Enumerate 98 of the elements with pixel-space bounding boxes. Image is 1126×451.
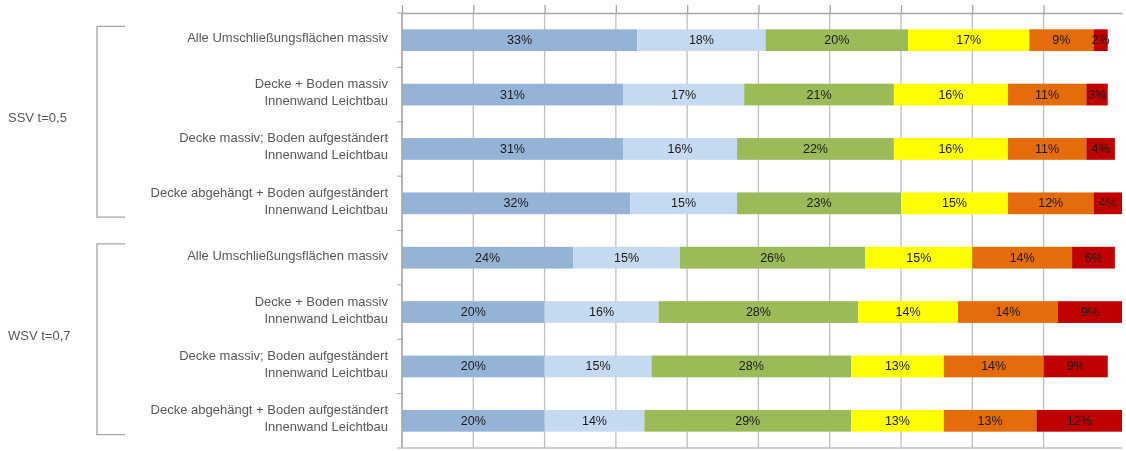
data-label: 20% [824, 33, 850, 48]
y-tick-label: Alle Umschließungsflächen massiv [187, 247, 389, 263]
data-label: 12% [1066, 413, 1092, 428]
y-tick-label: Decke + Boden massiv Innenwand Leichtbau [254, 293, 389, 326]
bar [1036, 409, 1122, 432]
bar [622, 138, 738, 160]
data-label: 9% [1066, 359, 1085, 374]
bar [544, 409, 645, 432]
y-tick-label: Decke abgehängt + Boden aufgeständert Innenwand Leichtbau [150, 401, 389, 434]
bar [402, 301, 545, 323]
bar [765, 29, 909, 52]
data-label: 22% [802, 141, 828, 156]
bar [744, 83, 894, 106]
data-label: 29% [735, 413, 761, 428]
data-label: 16% [938, 87, 964, 102]
bar [908, 29, 1030, 52]
bar [893, 83, 1008, 106]
text: WSV t=0,7 [8, 327, 71, 343]
bar [1007, 192, 1094, 215]
bar [544, 301, 659, 323]
data-label: 21% [806, 87, 832, 102]
bar [943, 409, 1037, 432]
data-label: 33% [507, 33, 533, 48]
data-label: 17% [956, 33, 982, 48]
data-label: 20% [460, 413, 486, 428]
bar [901, 192, 1008, 215]
y-tick-label: Decke abgehängt + Boden aufgeständert Innenwand Leichtbau [150, 184, 389, 217]
data-label: 14% [981, 359, 1007, 374]
data-label: 18% [688, 33, 714, 48]
data-label: 15% [906, 250, 932, 265]
data-label: 16% [589, 305, 615, 320]
y-tick-label: Alle Umschließungsflächen massiv [187, 29, 389, 45]
data-label: 11% [1035, 141, 1060, 156]
data-label: 4% [1098, 196, 1117, 211]
data-label: 15% [585, 359, 611, 374]
y-tick-label: Decke massiv; Boden aufgeständert Innenwand Leichtbau [179, 129, 389, 162]
data-label: 6% [1084, 250, 1103, 265]
bar [851, 409, 944, 432]
data-label: 23% [806, 196, 832, 211]
data-label: 3% [1088, 87, 1107, 102]
bar [1057, 301, 1122, 323]
bar [972, 246, 1073, 269]
bar [893, 138, 1008, 160]
data-label: 28% [745, 305, 771, 320]
bar [680, 246, 866, 269]
bar [858, 301, 959, 323]
bar [630, 192, 738, 215]
bar [737, 138, 894, 160]
bar [402, 83, 623, 106]
y-tick-label: Decke massiv; Boden aufgeständert Innenwand Leichtbau [179, 347, 389, 380]
data-label: 13% [884, 413, 910, 428]
data-label: 20% [460, 305, 486, 320]
bar [402, 246, 574, 269]
data-label: 14% [895, 305, 921, 320]
data-label: 31% [499, 87, 526, 102]
data-label: 28% [738, 359, 764, 374]
bar [402, 29, 638, 52]
bar [865, 246, 973, 269]
bar [402, 192, 631, 215]
data-label: 32% [503, 196, 529, 211]
bar [737, 192, 902, 215]
data-label: 15% [941, 196, 967, 211]
bar [622, 83, 745, 106]
bar [544, 355, 652, 378]
data-label: 15% [614, 250, 640, 265]
data-label: 13% [884, 359, 910, 374]
data-label: 12% [1038, 196, 1064, 211]
bar [402, 138, 623, 160]
data-label: 26% [760, 250, 786, 265]
bar [573, 246, 681, 269]
data-label: 17% [671, 87, 697, 102]
data-label: 16% [938, 141, 964, 156]
data-label: 13% [977, 413, 1003, 428]
y-tick-label: Decke + Boden massiv Innenwand Leichtbau [254, 75, 389, 108]
data-label: 9% [1052, 33, 1071, 48]
data-label: 16% [667, 141, 693, 156]
bar [651, 355, 852, 378]
text: SSV t=0,5 [8, 110, 67, 126]
bar [402, 409, 545, 432]
data-label: 14% [1009, 250, 1035, 265]
bar [958, 301, 1058, 323]
data-label: 14% [995, 305, 1021, 320]
data-label: 24% [475, 250, 501, 265]
data-label: 11% [1035, 87, 1060, 102]
bar [1007, 138, 1087, 160]
data-label: 20% [460, 359, 486, 374]
bar [644, 409, 852, 432]
bar [637, 29, 766, 52]
bar [1029, 29, 1094, 52]
bar [851, 355, 944, 378]
data-label: 4% [1091, 141, 1110, 156]
bar [943, 355, 1044, 378]
data-label: 9% [1080, 305, 1099, 320]
data-label: 31% [499, 141, 526, 156]
bar [658, 301, 859, 323]
bar [402, 355, 545, 378]
data-label: 15% [671, 196, 697, 211]
data-label: 14% [581, 413, 607, 428]
